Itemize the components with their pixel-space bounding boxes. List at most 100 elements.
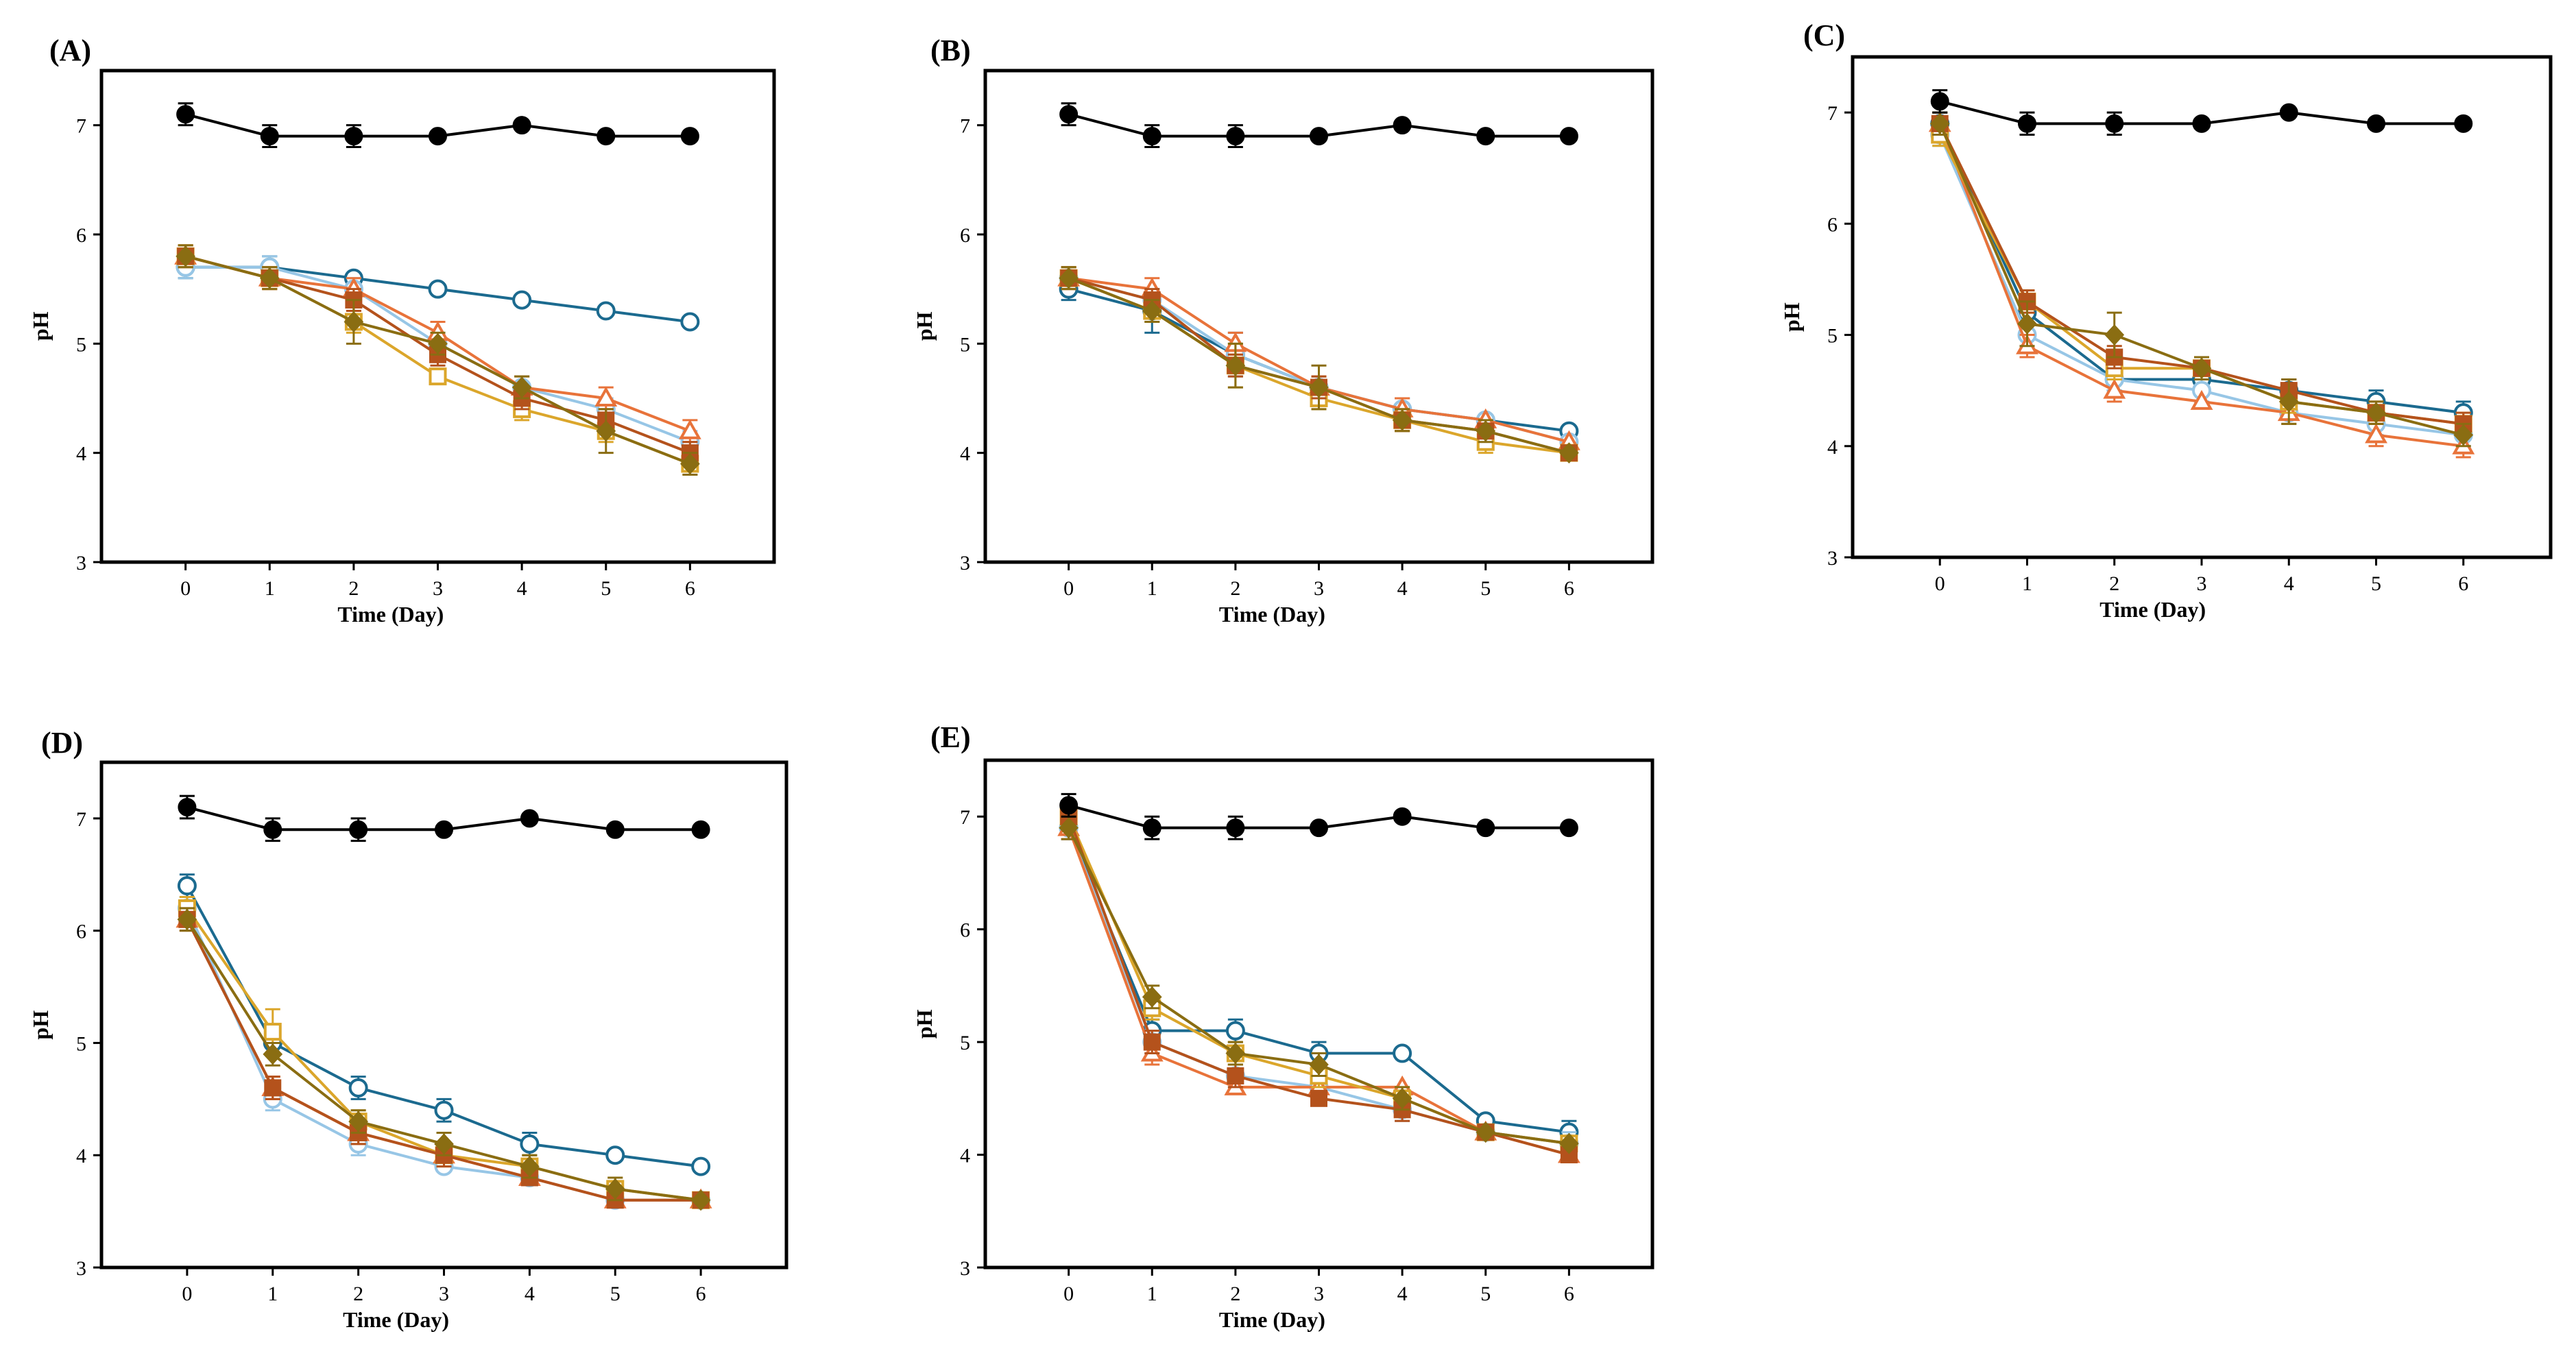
y-tick-label: 3 [960,552,970,574]
series-control [178,794,710,842]
series-s6 [176,244,700,476]
x-tick-label: 4 [2284,572,2294,595]
y-tick-label: 5 [960,333,970,356]
panel-d: (D) 3 4 5 6 7 0 1 2 3 4 5 6 Time (Day) pH [28,726,789,1332]
data-point [349,820,368,839]
data-point [605,820,625,839]
series-s3 [1928,111,2475,459]
data-point [1559,1132,1579,1154]
data-point [1476,1121,1496,1143]
data-point [597,127,616,146]
series-s1 [177,873,711,1176]
data-point [1059,796,1079,815]
y-tick-label: 4 [1827,436,1838,459]
data-point [428,279,448,299]
data-point [1392,409,1412,431]
data-point [1476,420,1496,442]
data-point [264,1079,282,1097]
y-tick-label: 4 [960,443,970,465]
y-tick-label: 6 [960,224,970,247]
data-point [176,105,195,124]
data-point [1559,818,1578,838]
data-point [605,1178,625,1200]
x-tick-label: 6 [696,1283,706,1305]
x-tick-label: 0 [1935,572,1945,595]
panel-c: (C) 3 4 5 6 7 0 1 2 3 4 5 6 Time (Day) pH [1779,19,2553,622]
data-point [429,127,447,146]
data-point [344,127,363,146]
data-point [1142,127,1161,146]
panel-a: (A) 3 4 5 6 7 0 1 2 3 4 5 6 Time (Day) pH [28,34,776,627]
panel-a-y-axis-label: pH [28,311,53,341]
y-tick-label: 4 [960,1145,970,1167]
data-point [1310,818,1328,838]
data-point [1309,1054,1329,1076]
data-point [263,820,282,839]
data-point [178,798,197,817]
data-point [434,1100,454,1120]
series-s5 [1060,266,1578,462]
x-tick-label: 2 [348,577,359,600]
x-tick-label: 1 [267,1283,278,1305]
data-point [177,876,197,896]
x-tick-label: 0 [1063,1283,1074,1305]
y-tick-label: 5 [76,1032,86,1055]
y-tick-label: 5 [76,333,86,356]
data-point [348,1111,368,1132]
series-control [1930,89,2473,136]
data-point [1225,354,1246,376]
x-tick-label: 4 [517,577,527,600]
data-point [1142,986,1162,1008]
data-point [435,820,453,839]
data-point [1476,127,1495,146]
data-point [1929,112,1950,134]
data-point [512,116,531,135]
data-point [2190,389,2213,410]
data-point [520,1156,540,1178]
series-s6 [177,907,711,1211]
data-point [1143,1033,1161,1051]
data-point [511,376,532,398]
data-point [1059,817,1079,839]
x-tick-label: 5 [1480,577,1491,600]
y-tick-label: 7 [960,115,970,138]
data-point [1930,92,1949,111]
x-tick-label: 3 [433,577,443,600]
x-tick-label: 6 [2458,572,2468,595]
data-point [2454,114,2473,133]
panel-d-y-axis-label: pH [28,1010,53,1040]
series-control [176,102,699,149]
data-point [680,312,700,332]
data-point [344,311,364,332]
data-point [2105,114,2124,133]
panel-e-label: (E) [930,720,971,754]
x-tick-label: 1 [1147,1283,1157,1305]
data-point [1392,1087,1412,1109]
y-tick-label: 4 [76,443,86,465]
data-point [348,1078,368,1097]
data-point [596,301,616,321]
x-tick-label: 6 [1564,1283,1574,1305]
x-tick-label: 4 [1397,577,1408,600]
x-tick-label: 4 [525,1283,535,1305]
data-point [1393,1043,1412,1063]
data-point [1059,267,1079,289]
data-point [428,332,448,354]
y-tick-label: 7 [76,115,86,138]
data-point [176,245,195,267]
x-tick-label: 3 [1314,577,1324,600]
data-point [1225,1021,1245,1041]
data-point [429,367,447,386]
data-point [1059,105,1079,124]
panel-c-label: (C) [1803,19,1845,52]
data-point [2103,378,2126,399]
series-s6 [1059,815,1579,1154]
data-point [1476,818,1495,838]
x-tick-label: 1 [265,577,275,600]
x-tick-label: 4 [1397,1283,1408,1305]
y-tick-label: 4 [76,1145,86,1167]
y-tick-label: 6 [1827,213,1838,236]
data-point [1559,442,1579,464]
data-point [2366,402,2386,424]
